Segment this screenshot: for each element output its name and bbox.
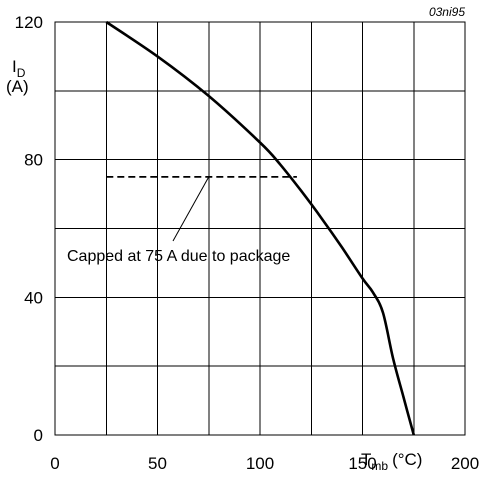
y-tick-label: 120 bbox=[15, 13, 43, 32]
y-axis-label-main: I bbox=[12, 57, 17, 76]
x-tick-label: 100 bbox=[246, 454, 274, 473]
x-axis-label-main: T bbox=[361, 450, 371, 469]
y-axis-label: ID bbox=[12, 57, 26, 80]
x-axis-label: Tmb (°C) bbox=[361, 450, 422, 473]
y-tick-label: 40 bbox=[24, 288, 43, 307]
tick-labels: 0 50 100 150 200 0 40 80 120 bbox=[15, 13, 480, 473]
x-axis-label-subscript: mb bbox=[371, 459, 388, 473]
x-tick-label: 150 bbox=[348, 454, 376, 473]
x-tick-label: 200 bbox=[451, 454, 479, 473]
series-group bbox=[105, 20, 416, 436]
x-tick-label: 50 bbox=[148, 454, 167, 473]
grid bbox=[54, 21, 466, 436]
y-axis-unit: (A) bbox=[6, 77, 29, 96]
plot-frame bbox=[54, 21, 466, 436]
annotation-text: Capped at 75 A due to package bbox=[67, 248, 290, 265]
derating-curve bbox=[105, 20, 416, 436]
x-axis-unit: (°C) bbox=[392, 450, 422, 469]
annotation-leader-line bbox=[172, 176, 210, 242]
figure-code: 03ni95 bbox=[429, 5, 465, 19]
y-axis-label-subscript: D bbox=[17, 66, 26, 80]
y-tick-label: 0 bbox=[34, 426, 43, 445]
x-tick-label: 0 bbox=[50, 454, 59, 473]
y-tick-label: 80 bbox=[24, 151, 43, 170]
